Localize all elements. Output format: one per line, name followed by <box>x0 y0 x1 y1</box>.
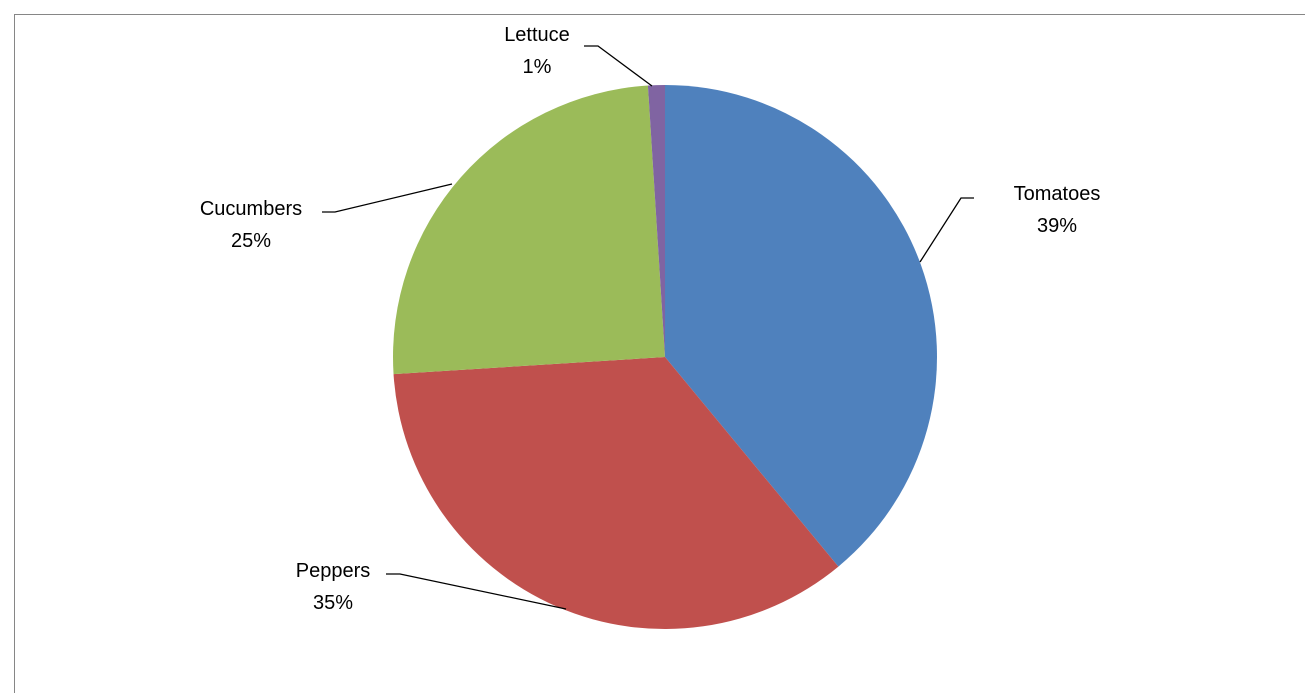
data-label-cucumbers-name: Cucumbers <box>200 198 302 220</box>
data-label-peppers-name: Peppers <box>296 560 371 582</box>
data-label-lettuce-name: Lettuce <box>504 24 570 46</box>
data-label-lettuce-percent: 1% <box>523 56 552 78</box>
pie-slices <box>393 85 938 629</box>
pie-slice-tomatoes[interactable] <box>665 85 938 567</box>
pie-slice-peppers[interactable] <box>393 357 839 629</box>
pie-slice-cucumbers[interactable] <box>393 85 665 375</box>
data-label-peppers-percent: 35% <box>313 592 353 614</box>
data-labels: Tomatoes 39% Peppers 35% Cucumbers 25% L… <box>200 24 1100 614</box>
data-label-tomatoes-name: Tomatoes <box>1014 183 1101 205</box>
leader-line-cucumbers <box>322 183 453 213</box>
leader-line-lettuce <box>584 45 653 87</box>
leader-line-tomatoes <box>919 197 974 263</box>
data-label-cucumbers-percent: 25% <box>231 230 271 252</box>
pie-slice-lettuce[interactable] <box>647 85 665 357</box>
leader-line-peppers <box>386 573 567 610</box>
leader-lines <box>322 45 974 610</box>
data-label-tomatoes-percent: 39% <box>1037 215 1077 237</box>
